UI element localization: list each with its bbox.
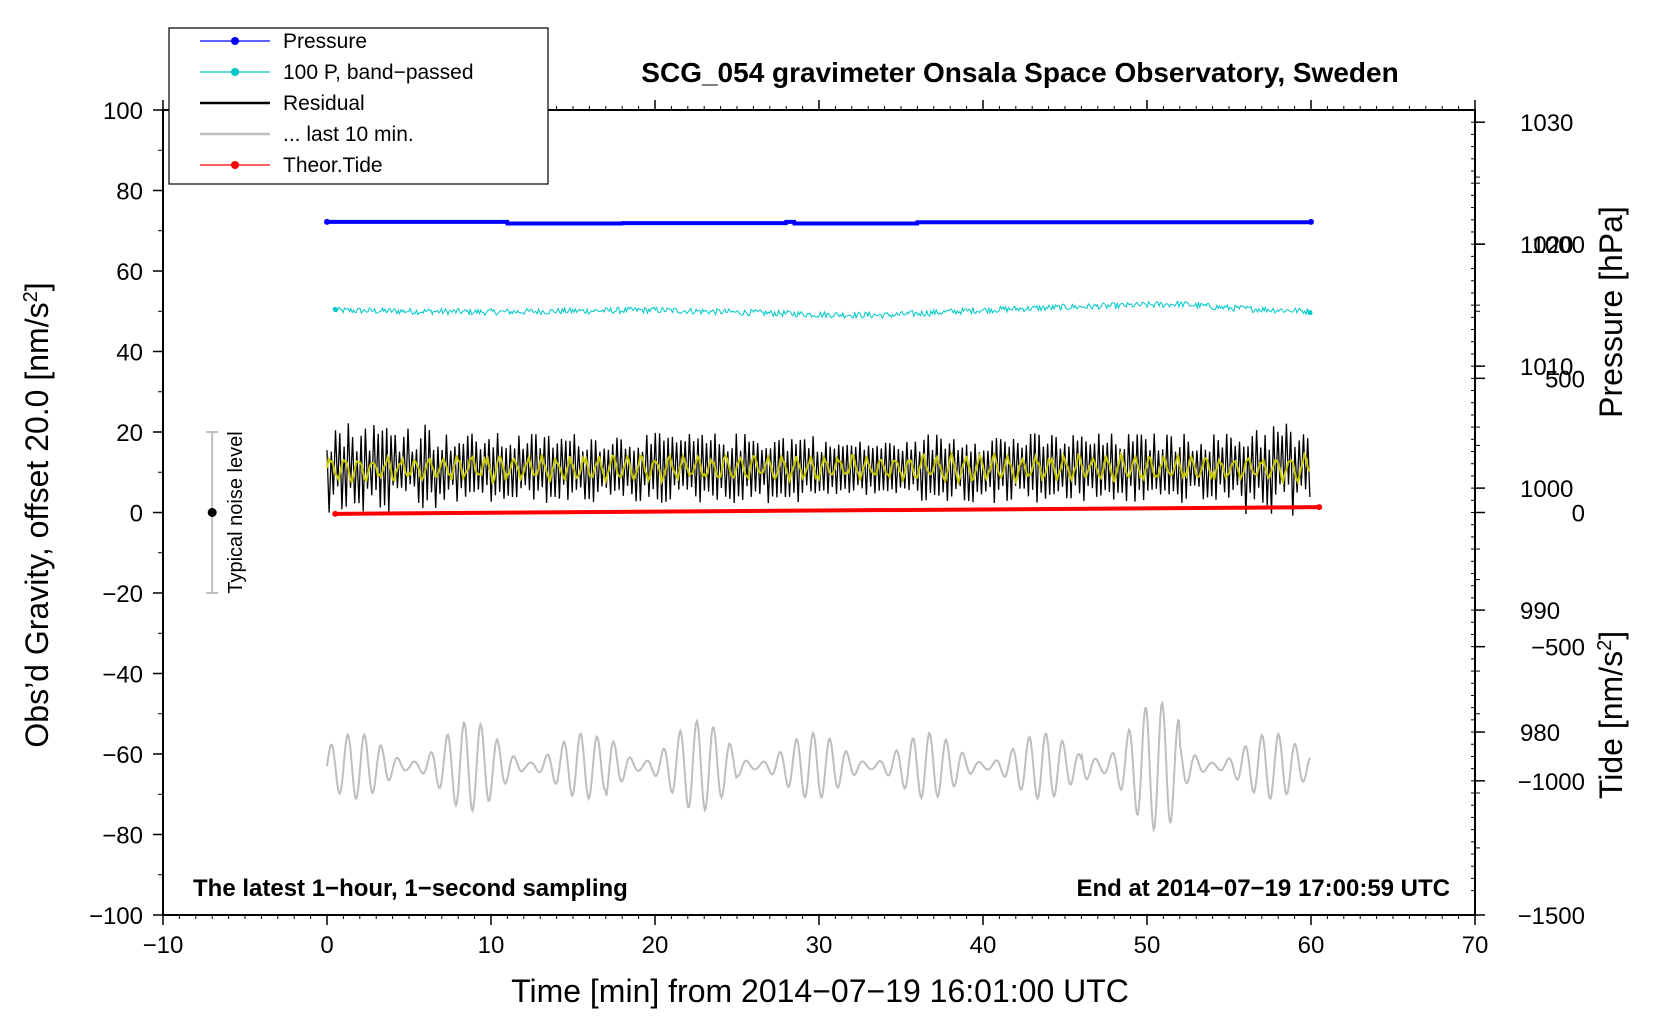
y-axis-title-tide-main: Tide [nm/s xyxy=(1593,651,1629,799)
y-tick-label: −60 xyxy=(102,742,143,769)
noise-label: Typical noise level xyxy=(225,431,247,593)
pressure-tick-label: 1030 xyxy=(1520,110,1573,137)
series-pressure-marker xyxy=(324,218,330,225)
x-tick-label: 0 xyxy=(320,932,333,959)
series-residual xyxy=(326,423,1311,516)
legend-label: Residual xyxy=(283,92,365,115)
legend-box xyxy=(168,27,549,185)
x-tick-label: 50 xyxy=(1134,932,1161,959)
y-axis-title-tide-sup: 2 xyxy=(1594,640,1616,651)
pressure-tick-label: 1020 xyxy=(1520,232,1573,259)
tide-tick-label: −1000 xyxy=(1518,769,1585,796)
y-axis-title-tide-end: ] xyxy=(1593,631,1629,640)
series-tide-marker xyxy=(1316,504,1323,511)
tide-tick-label: 0 xyxy=(1572,501,1585,528)
y-tick-label: 100 xyxy=(103,98,143,125)
noise-bar-center xyxy=(207,508,217,517)
chart-title: SCG_054 gravimeter Onsala Space Observat… xyxy=(641,57,1398,88)
tide-tick-label: 500 xyxy=(1545,366,1585,393)
y-tick-label: −100 xyxy=(89,903,143,930)
series-layer xyxy=(324,218,1323,833)
x-tick-label: 10 xyxy=(478,932,505,959)
series-tide-marker xyxy=(332,510,339,517)
series-pressure xyxy=(327,219,1313,226)
x-tick-label: 20 xyxy=(642,932,669,959)
annotation-end-time: End at 2014−07−19 17:00:59 UTC xyxy=(1076,875,1450,902)
series-theoretical-tide xyxy=(335,505,1320,516)
axes-layer: −10 0 10 20 30 40 50 60 70100806040200−20−40−60−… xyxy=(89,98,1585,959)
series-pressure-bandpassed xyxy=(334,299,1311,320)
legend-label: Pressure xyxy=(283,30,367,53)
y-axis-title-left-sup: 2 xyxy=(20,291,42,302)
y-tick-label: 40 xyxy=(116,340,143,367)
y-axis-title-left-end: ] xyxy=(19,282,55,291)
legend-label: Theor.Tide xyxy=(283,154,383,177)
legend-items: Pressure 100 P, band−passed Residual ... la… xyxy=(200,30,474,177)
y-tick-label: −20 xyxy=(102,581,143,608)
series-bandpassed-marker xyxy=(1307,310,1313,316)
legend-marker xyxy=(231,37,239,45)
x-tick-label: 30 xyxy=(806,932,833,959)
legend-label: 100 P, band−passed xyxy=(283,61,474,84)
legend-label: ... last 10 min. xyxy=(283,123,414,146)
y-tick-label: 80 xyxy=(116,179,143,206)
pressure-tick-label: 980 xyxy=(1520,720,1560,747)
x-tick-label: −10 xyxy=(143,932,184,959)
y-tick-label: −40 xyxy=(102,662,143,689)
series-last-10-min xyxy=(326,700,1311,833)
tide-tick-label: −1500 xyxy=(1518,903,1585,930)
y-tick-label: −80 xyxy=(102,823,143,850)
y-axis-title-tide: Tide [nm/s2] xyxy=(1593,631,1629,799)
noise-bar xyxy=(206,431,219,594)
y-tick-label: 0 xyxy=(130,501,143,528)
y-axis-title-left: Obs’d Gravity, offset 20.0 [nm/s2] xyxy=(19,282,55,747)
y-tick-label: 60 xyxy=(116,259,143,286)
x-tick-label: 40 xyxy=(970,932,997,959)
x-axis-title: Time [min] from 2014−07−19 16:01:00 UTC xyxy=(511,973,1129,1009)
legend-marker xyxy=(231,161,239,169)
pressure-tick-label: 1010 xyxy=(1520,354,1573,381)
legend-marker xyxy=(231,68,239,76)
tide-tick-label: 1000 xyxy=(1532,232,1585,259)
legend: Pressure 100 P, band−passed Residual ... la… xyxy=(168,27,549,185)
series-pressure-marker xyxy=(1308,218,1314,225)
x-tick-label: 70 xyxy=(1462,932,1489,959)
x-tick-label: 60 xyxy=(1298,932,1325,959)
tide-tick-label: −500 xyxy=(1531,635,1585,662)
series-bandpassed-marker xyxy=(332,306,338,312)
pressure-tick-label: 1000 xyxy=(1520,476,1573,503)
pressure-tick-label: 990 xyxy=(1520,598,1560,625)
annotation-sampling: The latest 1−hour, 1−second sampling xyxy=(193,875,628,902)
y-axis-title-pressure: Pressure [hPa] xyxy=(1593,206,1629,418)
y-tick-label: 20 xyxy=(116,420,143,447)
series-residual-filtered xyxy=(326,450,1311,486)
y-axis-title-left-main: Obs’d Gravity, offset 20.0 [nm/s xyxy=(19,302,55,747)
